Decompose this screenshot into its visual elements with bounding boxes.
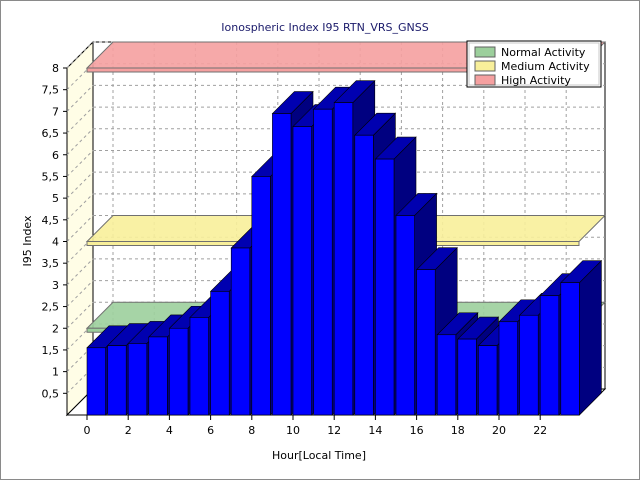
x-tick-label: 8 bbox=[248, 424, 255, 437]
grid-line-wall bbox=[66, 150, 94, 177]
legend-label-normal-activity: Normal Activity bbox=[501, 46, 586, 59]
chart-title: Ionospheric Index I95 RTN_VRS_GNSS bbox=[221, 21, 428, 34]
bar-front bbox=[436, 334, 457, 416]
y-tick-label: 5,5 bbox=[42, 170, 60, 183]
bar-front bbox=[148, 336, 168, 416]
bar-23 bbox=[560, 259, 603, 416]
x-tick-label: 22 bbox=[533, 424, 547, 437]
y-tick-label: 5 bbox=[52, 192, 59, 205]
y-tick-label: 3,5 bbox=[42, 257, 60, 270]
bar-front bbox=[375, 158, 395, 416]
x-tick-label: 16 bbox=[410, 424, 424, 437]
bar-front bbox=[127, 343, 148, 416]
y-tick-label: 1 bbox=[52, 366, 59, 379]
x-tick-label: 6 bbox=[207, 424, 214, 437]
grid-line-wall bbox=[66, 128, 94, 156]
x-tick-label: 12 bbox=[327, 424, 341, 437]
legend-swatch-medium-activity bbox=[474, 60, 496, 72]
bar-front bbox=[210, 291, 230, 416]
bar-front bbox=[560, 282, 580, 416]
y-tick-label: 6 bbox=[52, 149, 59, 162]
x-tick-label: 0 bbox=[84, 424, 91, 437]
bar-front bbox=[251, 176, 271, 416]
y-tick-label: 4,5 bbox=[42, 214, 60, 227]
bar-front bbox=[519, 314, 539, 416]
y-tick-label: 8 bbox=[52, 62, 59, 75]
legend-label-medium-activity: Medium Activity bbox=[501, 60, 590, 73]
bar-front bbox=[498, 321, 518, 416]
y-tick-label: 4 bbox=[52, 236, 59, 249]
grid-line-wall bbox=[66, 171, 94, 199]
legend-label-high-activity: High Activity bbox=[501, 74, 571, 87]
bar-front bbox=[86, 347, 106, 416]
bar-front bbox=[107, 345, 127, 416]
y-tick-label: 7,5 bbox=[42, 84, 60, 97]
bar-front bbox=[354, 134, 374, 416]
bar-front bbox=[395, 215, 415, 416]
bar-front bbox=[539, 295, 560, 416]
y-tick-label: 2 bbox=[52, 322, 59, 335]
x-tick-label: 10 bbox=[286, 424, 300, 437]
grid-line-wall bbox=[66, 301, 94, 329]
bar-front bbox=[478, 345, 498, 416]
bar-front bbox=[313, 108, 333, 416]
grid-line-wall bbox=[66, 215, 94, 242]
bar-front bbox=[230, 247, 251, 416]
grid-line-wall bbox=[66, 193, 94, 221]
grid-line-wall bbox=[66, 280, 94, 307]
x-tick-label: 14 bbox=[368, 424, 382, 437]
bar-front bbox=[457, 338, 477, 416]
bar-front bbox=[169, 327, 189, 416]
grid-line-wall bbox=[66, 106, 94, 134]
grid-line-wall bbox=[66, 41, 94, 69]
x-tick-label: 18 bbox=[451, 424, 465, 437]
y-axis-label: I95 Index bbox=[21, 215, 34, 267]
x-tick-label: 4 bbox=[166, 424, 173, 437]
bar-front bbox=[189, 317, 209, 416]
bar-front bbox=[333, 102, 354, 416]
legend-inner-border bbox=[468, 42, 600, 86]
bar-front bbox=[292, 126, 312, 416]
bars bbox=[86, 79, 603, 416]
x-axis-label: Hour[Local Time] bbox=[272, 449, 366, 462]
y-tick-label: 3 bbox=[52, 279, 59, 292]
legend-swatch-normal-activity bbox=[474, 46, 496, 58]
y-tick-label: 0,5 bbox=[42, 387, 60, 400]
y-tick-label: 1,5 bbox=[42, 344, 60, 357]
x-tick-label: 2 bbox=[125, 424, 132, 437]
y-tick-label: 2,5 bbox=[42, 301, 60, 314]
bar-front bbox=[416, 269, 436, 416]
grid-line-wall bbox=[66, 258, 94, 286]
grid-line-wall bbox=[66, 85, 94, 112]
y-axis-ticks: 0,5 1 1,5 2 2,5 3 3,5 4 4,5 5 5,5 6 6,5 7 7,5 8 bbox=[42, 62, 67, 400]
legend-swatch-high-activity bbox=[474, 74, 496, 86]
x-axis-ticks: 0 2 4 6 8 10 12 14 16 18 20 22 bbox=[84, 415, 547, 437]
bar-front bbox=[272, 113, 292, 416]
y-tick-label: 7 bbox=[52, 105, 59, 118]
x-tick-label: 20 bbox=[492, 424, 506, 437]
bar-side bbox=[579, 259, 602, 416]
y-tick-label: 6,5 bbox=[42, 127, 60, 140]
